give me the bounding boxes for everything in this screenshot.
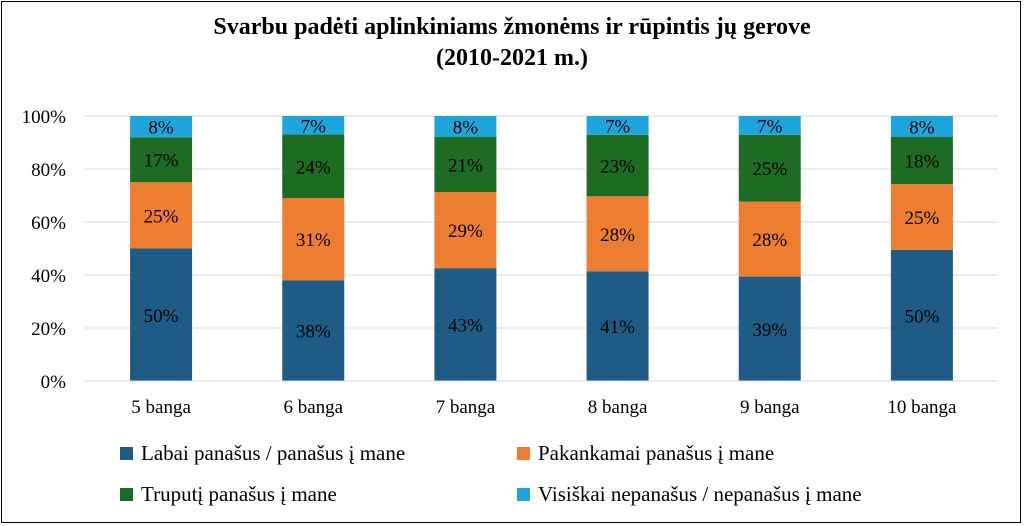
data-label: 50% xyxy=(905,306,940,327)
bar-segment xyxy=(130,248,193,381)
data-label: 7% xyxy=(757,116,783,137)
x-tick-label: 6 banga xyxy=(283,397,343,418)
data-label: 41% xyxy=(600,317,635,338)
bar-segment xyxy=(738,134,801,202)
data-label: 28% xyxy=(600,225,635,246)
legend-swatch-visiskai-nepanasus xyxy=(517,488,530,501)
bar-segment xyxy=(282,134,345,199)
x-tick-label: 5 banga xyxy=(131,397,191,418)
bar-segment xyxy=(434,268,497,381)
x-tick-label: 8 banga xyxy=(588,397,648,418)
bar-segment xyxy=(738,276,801,381)
legend-item-labai-panasus: Labai panašus / panašus į mane xyxy=(120,441,405,466)
chart-title: Svarbu padėti aplinkiniams žmonėms ir rū… xyxy=(0,12,1024,74)
legend-item-visiskai-nepanasus: Visiškai nepanašus / nepanašus į mane xyxy=(517,482,862,507)
data-label: 31% xyxy=(296,230,331,251)
data-label: 28% xyxy=(752,230,787,251)
bar-segment xyxy=(130,182,193,249)
bar-segment xyxy=(434,116,497,137)
y-tick-label: 80% xyxy=(31,160,66,181)
legend-swatch-labai-panasus xyxy=(120,447,133,460)
data-label: 39% xyxy=(752,320,787,341)
bar-segment xyxy=(586,271,649,381)
data-label: 25% xyxy=(144,206,179,227)
legend-label-labai-panasus: Labai panašus / panašus į mane xyxy=(141,441,406,465)
legend-item-pakankamai-panasus: Pakankamai panašus į mane xyxy=(517,441,774,466)
bar-segment xyxy=(282,280,345,381)
bar-segment xyxy=(890,116,953,137)
bar-segment xyxy=(738,116,801,135)
bar-segment xyxy=(586,116,649,135)
data-label: 50% xyxy=(144,306,179,327)
data-label: 17% xyxy=(144,151,179,172)
data-label: 38% xyxy=(296,322,331,343)
bar-segment xyxy=(890,249,953,381)
bar-segment xyxy=(890,136,953,185)
y-tick-label: 60% xyxy=(31,213,66,234)
data-label: 43% xyxy=(448,316,483,337)
data-label: 23% xyxy=(600,157,635,178)
data-label: 21% xyxy=(448,156,483,177)
x-tick-label: 7 banga xyxy=(436,397,496,418)
y-tick-label: 100% xyxy=(22,107,67,128)
data-label: 29% xyxy=(448,221,483,242)
data-label: 25% xyxy=(905,208,940,229)
bar-segment xyxy=(586,196,649,272)
data-label: 7% xyxy=(301,116,327,137)
bar-segment xyxy=(586,134,649,197)
y-tick-label: 0% xyxy=(41,372,67,393)
data-label: 8% xyxy=(148,118,174,139)
bar-segment xyxy=(434,136,497,193)
data-label: 24% xyxy=(296,157,331,178)
bar-segment xyxy=(130,116,193,138)
bar-segment xyxy=(282,116,345,135)
data-label: 18% xyxy=(905,152,940,173)
bar-segment xyxy=(738,201,801,277)
legend-label-truputi-panasus: Truputį panašus į mane xyxy=(141,482,337,506)
chart-title-line-1: Svarbu padėti aplinkiniams žmonėms ir rū… xyxy=(213,14,811,40)
x-tick-label: 9 banga xyxy=(740,397,800,418)
legend-swatch-truputi-panasus xyxy=(120,488,133,501)
legend-label-pakankamai-panasus: Pakankamai panašus į mane xyxy=(538,441,775,465)
legend-swatch-pakankamai-panasus xyxy=(517,447,530,460)
bar-segment xyxy=(282,198,345,281)
bar-segment xyxy=(434,192,497,269)
x-tick-label: 10 banga xyxy=(887,397,957,418)
bar-segment xyxy=(130,137,193,183)
y-tick-label: 40% xyxy=(31,266,66,287)
data-label: 7% xyxy=(605,116,631,137)
legend-label-visiskai-nepanasus: Visiškai nepanašus / nepanašus į mane xyxy=(538,482,862,506)
data-label: 8% xyxy=(453,117,479,138)
legend-item-truputi-panasus: Truputį panašus į mane xyxy=(120,482,337,507)
chart-title-line-2: (2010-2021 m.) xyxy=(436,45,588,71)
data-label: 8% xyxy=(909,117,935,138)
data-label: 25% xyxy=(752,159,787,180)
y-tick-label: 20% xyxy=(31,319,66,340)
bar-segment xyxy=(890,184,953,250)
